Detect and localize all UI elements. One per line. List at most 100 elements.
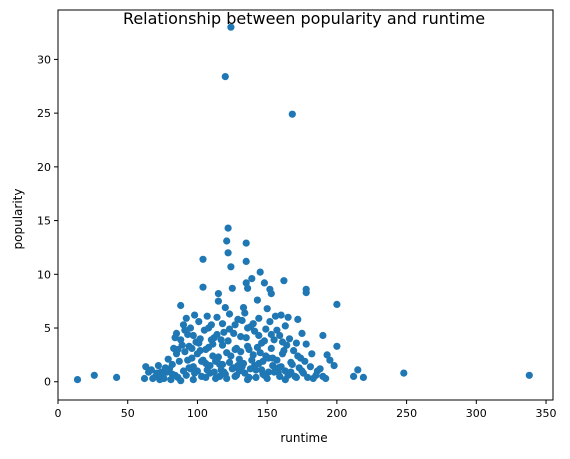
data-point: [284, 313, 292, 321]
y-tick-label: 20: [37, 161, 51, 174]
data-point: [220, 328, 228, 336]
data-point: [168, 360, 176, 369]
data-point: [202, 345, 210, 354]
data-point: [239, 359, 248, 368]
data-point: [184, 356, 192, 364]
data-point: [292, 339, 300, 347]
data-point: [182, 314, 190, 322]
data-point: [316, 365, 324, 373]
data-point: [225, 310, 234, 318]
data-point: [260, 279, 268, 287]
data-point: [214, 290, 222, 298]
data-point: [255, 359, 263, 368]
data-point: [267, 290, 275, 298]
data-point: [400, 369, 408, 377]
data-point: [175, 357, 183, 365]
data-point: [274, 364, 282, 372]
data-point: [174, 345, 182, 354]
data-point: [221, 73, 229, 81]
data-point: [191, 369, 199, 377]
data-point: [156, 376, 164, 384]
data-point: [199, 255, 207, 263]
data-point: [249, 320, 257, 328]
data-point: [256, 268, 264, 276]
x-tick-label: 200: [326, 407, 347, 420]
x-tick-label: 100: [187, 407, 208, 420]
data-point: [256, 349, 264, 357]
data-point: [185, 342, 193, 350]
data-point: [359, 373, 367, 381]
data-point: [177, 336, 185, 344]
data-point: [228, 284, 236, 292]
x-tick-label: 250: [396, 407, 417, 420]
data-point: [281, 322, 289, 330]
data-point: [239, 304, 248, 312]
data-point: [241, 369, 249, 377]
data-point: [223, 374, 231, 383]
data-point: [193, 350, 201, 358]
data-point: [245, 345, 253, 354]
data-point: [216, 372, 224, 380]
data-point: [276, 331, 284, 340]
plot-frame: [57, 9, 554, 401]
data-point: [248, 356, 256, 364]
x-tick-label: 0: [55, 407, 62, 420]
data-point: [308, 350, 316, 358]
data-point: [246, 365, 254, 373]
data-point: [237, 348, 245, 356]
data-point: [218, 320, 227, 328]
data-point: [242, 257, 250, 265]
data-point: [189, 363, 197, 371]
data-point: [227, 263, 235, 271]
data-point: [90, 371, 98, 379]
y-axis-label: popularity: [11, 189, 25, 250]
data-point: [177, 301, 185, 310]
data-point: [145, 368, 153, 376]
data-point: [241, 309, 249, 317]
data-point: [142, 363, 150, 371]
data-point: [203, 366, 211, 374]
data-point: [227, 352, 235, 360]
data-point: [210, 368, 218, 376]
data-point: [153, 369, 161, 377]
data-point: [354, 366, 362, 374]
data-point: [260, 371, 268, 379]
data-point: [218, 360, 227, 369]
data-point: [319, 331, 327, 340]
data-point: [262, 352, 270, 360]
data-point: [237, 333, 245, 341]
data-point: [255, 331, 263, 340]
x-axis-ticks: 0 50 100 150 200 250 300 350: [55, 400, 557, 420]
data-point: [294, 315, 302, 323]
data-point: [302, 289, 310, 297]
data-point: [199, 283, 207, 291]
data-point: [231, 372, 239, 380]
data-point: [253, 296, 261, 304]
data-point: [113, 373, 121, 381]
data-point: [280, 277, 288, 285]
data-point: [280, 347, 288, 355]
y-tick-label: 5: [44, 322, 51, 335]
data-point: [333, 300, 341, 308]
data-point: [213, 330, 221, 339]
data-point: [281, 376, 289, 384]
data-point: [73, 376, 82, 384]
data-point: [238, 316, 246, 325]
data-point: [298, 329, 306, 337]
data-point: [205, 324, 213, 332]
data-point: [253, 343, 261, 351]
data-point: [273, 326, 281, 334]
data-point: [269, 362, 277, 370]
data-point: [179, 367, 188, 375]
data-point: [287, 368, 295, 376]
data-point: [263, 305, 271, 313]
x-tick-label: 300: [466, 407, 487, 420]
data-point: [290, 347, 298, 355]
data-point: [149, 374, 157, 383]
y-tick-label: 10: [37, 268, 51, 281]
data-point: [260, 337, 268, 345]
data-point: [221, 304, 229, 312]
data-point: [262, 325, 270, 333]
data-point: [292, 373, 300, 381]
